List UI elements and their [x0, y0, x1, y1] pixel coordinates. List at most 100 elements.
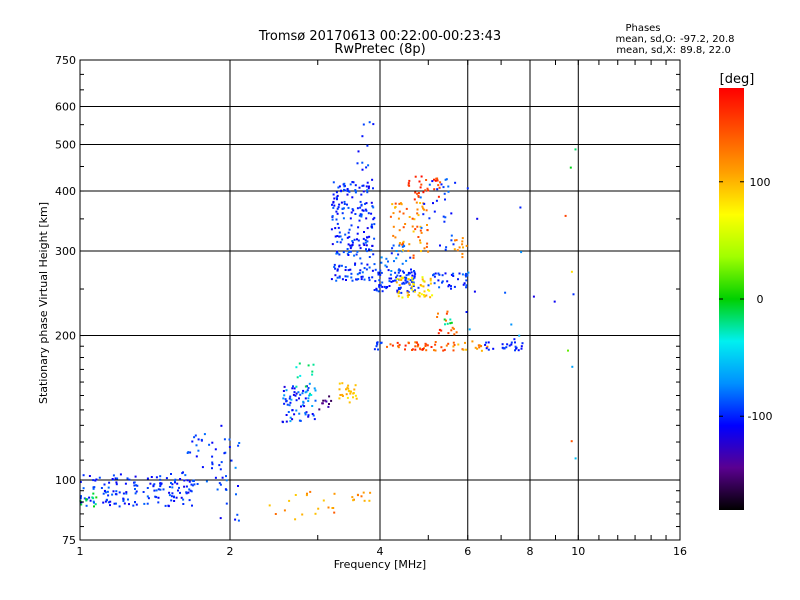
echo-point — [340, 201, 343, 204]
echo-point — [346, 248, 349, 250]
echo-point — [334, 274, 337, 277]
echo-point — [331, 203, 333, 206]
echo-point — [336, 240, 339, 243]
echo-point — [396, 274, 399, 277]
echo-point — [337, 206, 340, 209]
echo-point — [427, 189, 430, 192]
echo-point — [437, 272, 440, 275]
echo-point — [476, 217, 479, 220]
echo-point — [445, 319, 447, 322]
echo-point — [439, 181, 442, 184]
echo-point — [367, 164, 370, 167]
echo-point — [179, 478, 182, 480]
echo-point — [385, 257, 388, 260]
echo-point — [532, 295, 535, 298]
echo-point — [298, 397, 300, 400]
echo-point — [461, 252, 464, 255]
echo-point — [304, 397, 307, 400]
echo-point — [340, 264, 343, 267]
echo-point — [414, 289, 416, 292]
echo-point — [355, 253, 358, 256]
echo-point — [333, 511, 336, 514]
echo-point — [92, 500, 95, 503]
echo-point — [386, 286, 389, 288]
echo-point — [170, 482, 172, 484]
echo-point — [352, 209, 355, 212]
echo-point — [395, 257, 398, 260]
echo-point — [178, 486, 180, 489]
echo-point — [389, 215, 392, 218]
echo-point — [433, 178, 435, 181]
echo-point — [187, 451, 190, 454]
echo-point — [391, 344, 394, 347]
echo-point — [132, 504, 135, 507]
echo-point — [307, 387, 310, 389]
echo-point — [360, 275, 363, 278]
echo-point — [135, 484, 138, 487]
echo-point — [390, 252, 393, 255]
echo-point — [348, 228, 351, 231]
echo-point — [168, 491, 171, 494]
echo-point — [359, 269, 362, 272]
echo-point — [406, 294, 409, 297]
echo-point — [341, 238, 344, 241]
echo-point — [351, 208, 354, 211]
echo-point — [330, 278, 333, 281]
echo-point — [515, 347, 518, 350]
echo-point — [419, 186, 422, 189]
echo-point — [208, 443, 211, 446]
echo-point — [298, 362, 301, 365]
echo-point — [348, 401, 351, 404]
echo-point — [80, 495, 82, 498]
echo-point — [335, 252, 338, 255]
echo-point — [425, 294, 428, 297]
echo-point — [429, 279, 432, 282]
echo-point — [171, 483, 174, 486]
echo-point — [414, 348, 417, 351]
echo-point — [423, 202, 426, 205]
echo-point — [79, 497, 82, 500]
echo-point — [508, 344, 511, 347]
echo-point — [409, 256, 412, 259]
echo-point — [367, 187, 370, 190]
echo-point — [301, 392, 304, 395]
echo-point — [365, 268, 368, 271]
echo-point — [354, 184, 357, 187]
echo-point — [357, 150, 360, 153]
echo-point — [334, 267, 337, 270]
echo-point — [295, 366, 298, 369]
echo-point — [571, 365, 574, 368]
echo-point — [399, 202, 402, 205]
echo-point — [376, 341, 379, 344]
echo-point — [366, 181, 369, 184]
echo-point — [392, 234, 395, 237]
echo-point — [504, 291, 507, 294]
echo-point — [335, 191, 338, 194]
echo-point — [155, 489, 158, 492]
echo-point — [412, 278, 415, 281]
echo-point — [336, 276, 339, 279]
echo-point — [412, 285, 415, 287]
y-tick-label: 75 — [62, 534, 76, 547]
echo-point — [520, 345, 523, 348]
echo-point — [183, 485, 186, 488]
echo-point — [195, 455, 198, 458]
echo-point — [122, 500, 125, 502]
echo-point — [361, 275, 364, 278]
echo-point — [357, 239, 360, 242]
echo-point — [413, 275, 416, 278]
echo-point — [306, 389, 309, 392]
echo-point — [301, 513, 304, 516]
echo-point — [293, 387, 296, 390]
echo-point — [366, 240, 369, 243]
echo-point — [191, 484, 194, 487]
echo-points — [79, 121, 577, 522]
echo-point — [426, 242, 429, 245]
echo-point — [360, 495, 363, 498]
echo-point — [398, 284, 401, 287]
echo-point — [410, 271, 413, 274]
echo-point — [424, 345, 427, 347]
y-tick-label: 750 — [55, 54, 76, 67]
echo-point — [354, 384, 357, 387]
echo-point — [368, 266, 371, 269]
